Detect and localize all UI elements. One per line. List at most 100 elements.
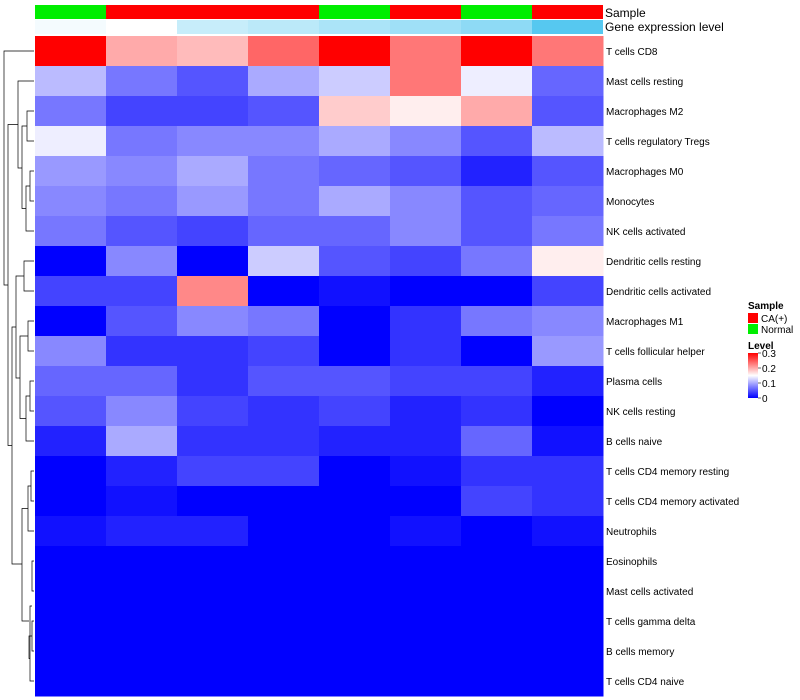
heatmap-cell — [390, 96, 462, 127]
row-label-plasma-cells: Plasma cells — [606, 377, 662, 388]
dendrogram-branch — [3, 50, 34, 286]
heatmap-cell — [390, 66, 462, 97]
heatmap-cell — [532, 276, 604, 307]
heatmap-cell — [390, 186, 462, 217]
heatmap-cell — [248, 426, 320, 457]
heatmap-cell — [106, 546, 178, 577]
heatmap-cell — [177, 336, 249, 367]
heatmap-cell — [177, 66, 249, 97]
heatmap-cell — [390, 216, 462, 247]
heatmap-cell — [248, 156, 320, 187]
heatmap-cell — [532, 636, 604, 667]
row-label-macrophages-m2: Macrophages M2 — [606, 107, 684, 118]
heatmap-cell — [35, 96, 107, 127]
heatmap-cell — [106, 636, 178, 667]
annotation-label-sample: Sample — [605, 6, 646, 20]
annotation-labels: Sample Gene expression level — [605, 6, 724, 34]
heatmap-cell — [390, 36, 462, 67]
heatmap-cell — [461, 246, 533, 277]
dendrogram-branch — [31, 620, 34, 652]
heatmap-cell — [248, 66, 320, 97]
heatmap-cell — [319, 486, 391, 517]
legend-label-ca: CA(+) — [761, 314, 787, 325]
sample-annotation-cell — [532, 5, 603, 19]
legend: Sample CA(+) Normal Level 0.3 0.2 0.1 0 — [748, 301, 793, 405]
row-label-mast-cells-activated: Mast cells activated — [606, 587, 693, 598]
heatmap-cell — [106, 426, 178, 457]
heatmap-cell — [532, 246, 604, 277]
heatmap-cell — [106, 186, 178, 217]
heatmap-cell — [106, 516, 178, 547]
sample-annotation-cell — [461, 5, 532, 19]
level-annotation-cell — [248, 20, 319, 34]
row-label-monocytes: Monocytes — [606, 197, 654, 208]
heatmap-cell — [390, 576, 462, 607]
heatmap-cell — [177, 606, 249, 637]
level-annotation-cell — [390, 20, 461, 34]
heatmap-cell — [177, 486, 249, 517]
heatmap-cell — [390, 456, 462, 487]
heatmap-cell — [461, 576, 533, 607]
dendrogram-branch — [7, 124, 18, 446]
heatmap-cell — [248, 96, 320, 127]
dendrogram-branch — [26, 110, 34, 142]
sample-annotation-cell — [319, 5, 390, 19]
heatmap-cell — [390, 366, 462, 397]
heatmap-cell — [319, 96, 391, 127]
heatmap-cell — [319, 426, 391, 457]
heatmap-cell — [35, 456, 107, 487]
heatmap-cell — [106, 126, 178, 157]
heatmap-cell — [461, 96, 533, 127]
heatmap-cell — [461, 336, 533, 367]
heatmap-cell — [390, 276, 462, 307]
heatmap-cell — [319, 366, 391, 397]
row-labels: T cells CD8 Mast cells resting Macrophages… — [606, 47, 739, 688]
heatmap-cell — [177, 396, 249, 427]
heatmap-cell — [35, 666, 107, 697]
sample-annotation-cell — [177, 5, 248, 19]
row-label-b-cells-naive: B cells naive — [606, 437, 663, 448]
heatmap-cell — [177, 516, 249, 547]
heatmap-cell — [248, 486, 320, 517]
heatmap-cell — [35, 396, 107, 427]
heatmap-cell — [177, 96, 249, 127]
heatmap-cell — [390, 516, 462, 547]
heatmap-cell — [319, 306, 391, 337]
heatmap-cell — [177, 366, 249, 397]
annotation-label-gene-expression-level: Gene expression level — [605, 20, 724, 34]
heatmap-cell — [319, 456, 391, 487]
row-label-t-cells-cd4-naive: T cells CD4 naive — [606, 677, 685, 688]
heatmap-cell — [319, 276, 391, 307]
heatmap-cell — [177, 456, 249, 487]
row-label-t-cells-gamma-delta: T cells gamma delta — [606, 617, 696, 628]
sample-annotation-cell — [35, 5, 106, 19]
heatmap-cell — [177, 246, 249, 277]
sample-annotation-cell — [106, 5, 177, 19]
heatmap-cell — [177, 186, 249, 217]
heatmap-cell — [461, 156, 533, 187]
heatmap-cell — [319, 126, 391, 157]
heatmap-cell — [248, 546, 320, 577]
dendrogram-branch — [29, 380, 34, 412]
heatmap-cell — [35, 636, 107, 667]
heatmap-cell — [177, 666, 249, 697]
heatmap-cell — [390, 336, 462, 367]
heatmap-cell — [532, 486, 604, 517]
row-label-nk-cells-activated: NK cells activated — [606, 227, 685, 238]
row-label-t-cells-cd4-memory-resting: T cells CD4 memory resting — [606, 467, 729, 478]
legend-sample-title: Sample — [748, 301, 784, 312]
legend-tick-label: 0.2 — [762, 364, 776, 375]
row-label-macrophages-m0: Macrophages M0 — [606, 167, 684, 178]
heatmap-cell — [390, 546, 462, 577]
heatmap-cell — [106, 396, 178, 427]
heatmap-cell — [35, 36, 107, 67]
heatmap-cell — [35, 66, 107, 97]
heatmap-cell — [461, 486, 533, 517]
dendrogram-branch — [19, 335, 28, 419]
heatmap-cell — [532, 126, 604, 157]
dendrogram-branch — [27, 320, 34, 352]
dendrogram-branch — [17, 80, 34, 169]
heatmap-cell — [248, 366, 320, 397]
heatmap-cell — [106, 666, 178, 697]
heatmap-cell — [248, 126, 320, 157]
